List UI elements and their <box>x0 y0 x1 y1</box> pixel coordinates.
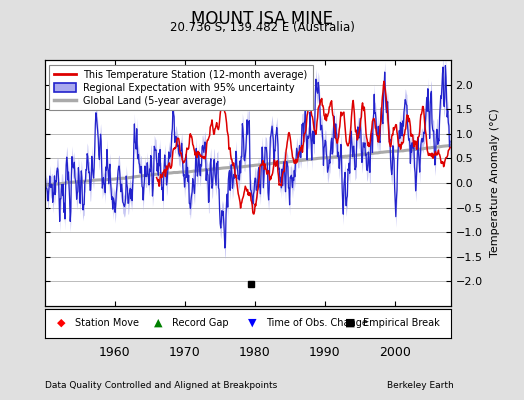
Text: 1970: 1970 <box>169 346 201 359</box>
Text: ■: ■ <box>345 318 356 328</box>
Text: 20.736 S, 139.482 E (Australia): 20.736 S, 139.482 E (Australia) <box>170 21 354 34</box>
Text: Station Move: Station Move <box>75 318 139 328</box>
Text: ◆: ◆ <box>57 318 65 328</box>
Text: Empirical Break: Empirical Break <box>363 318 440 328</box>
Text: 1990: 1990 <box>309 346 341 359</box>
Text: 1980: 1980 <box>239 346 270 359</box>
Text: Berkeley Earth: Berkeley Earth <box>387 381 453 390</box>
Text: 1960: 1960 <box>99 346 130 359</box>
Text: ▼: ▼ <box>247 318 256 328</box>
Text: MOUNT ISA MINE: MOUNT ISA MINE <box>191 10 333 28</box>
Y-axis label: Temperature Anomaly (°C): Temperature Anomaly (°C) <box>489 109 499 257</box>
Text: Data Quality Controlled and Aligned at Breakpoints: Data Quality Controlled and Aligned at B… <box>45 381 277 390</box>
Text: ▲: ▲ <box>154 318 162 328</box>
Text: Time of Obs. Change: Time of Obs. Change <box>266 318 368 328</box>
Text: 2000: 2000 <box>379 346 411 359</box>
Legend: This Temperature Station (12-month average), Regional Expectation with 95% uncer: This Temperature Station (12-month avera… <box>49 65 312 110</box>
Text: Record Gap: Record Gap <box>172 318 229 328</box>
